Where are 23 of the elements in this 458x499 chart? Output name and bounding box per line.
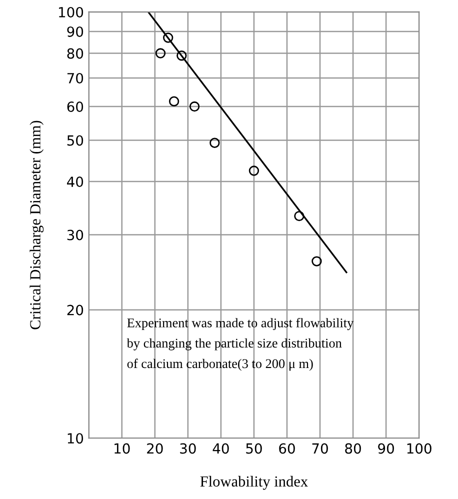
y-tick-label: 70 [67, 72, 84, 84]
y-tick-label: 100 [59, 6, 84, 18]
y-tick-label: 80 [67, 48, 84, 59]
y-tick-label: 60 [67, 101, 84, 112]
x-tick-label: 90 [378, 443, 394, 454]
x-tick-label: 70 [312, 443, 328, 454]
y-tick-label: 50 [67, 135, 84, 146]
x-tick-label: 100 [407, 443, 432, 454]
y-axis-title: Critical Discharge Diameter (mm) [30, 120, 44, 330]
x-tick-label: 60 [279, 443, 295, 454]
x-tick-label: 10 [114, 443, 130, 454]
y-tick-label: 30 [67, 230, 84, 240]
annotation: Experiment was made to adjust flowability by changing the particle size distribution of calcium carbonate(3 to 200 μ m) [126, 318, 354, 371]
x-tick-label: 30 [180, 443, 196, 454]
x-tick-label: 80 [345, 443, 361, 454]
y-tick-label: 20 [67, 304, 84, 316]
x-tick-label: 20 [147, 443, 163, 454]
x-tick-label: 40 [212, 443, 229, 454]
y-tick-label: 90 [67, 26, 84, 37]
x-axis-title: Flowability index [200, 476, 308, 490]
x-tick-label: 50 [246, 443, 262, 454]
y-tick-label: 40 [66, 176, 84, 188]
y-tick-label: 10 [68, 433, 84, 444]
